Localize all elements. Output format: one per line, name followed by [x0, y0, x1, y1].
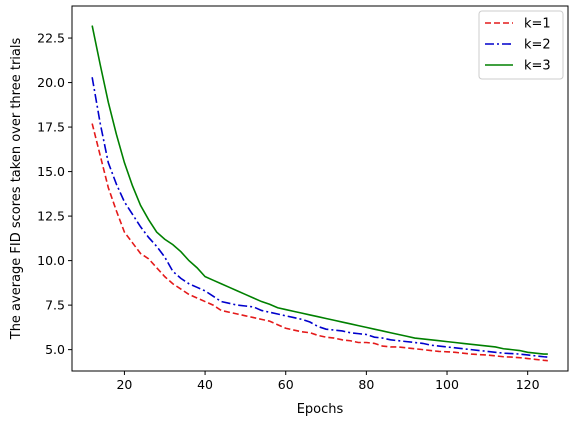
y-tick-label: 5.0: [45, 342, 65, 357]
y-tick-label: 7.5: [45, 298, 65, 313]
legend-label: k=3: [524, 59, 551, 74]
y-tick-label: 22.5: [37, 31, 65, 46]
series-line-k-2: [91, 77, 548, 358]
series-line-k-1: [91, 123, 548, 362]
legend-box: [478, 10, 564, 80]
legend: k=1 k=2 k=3: [478, 10, 564, 80]
legend-label: k=1: [524, 17, 551, 32]
y-tick-label: 20.0: [37, 75, 65, 90]
x-tick-label: 80: [358, 377, 374, 392]
legend-label: k=2: [524, 38, 551, 53]
x-tick-label: 60: [278, 377, 294, 392]
y-tick-label: 17.5: [37, 120, 65, 135]
plot-frame: [71, 5, 569, 372]
y-axis-label: The average FID scores taken over three …: [9, 38, 24, 341]
x-tick-label: 100: [435, 377, 459, 392]
x-axis: 20 40 60 80 100 120: [116, 371, 540, 392]
series-line-k-3: [91, 25, 548, 355]
series-layer: [91, 25, 548, 362]
x-tick-label: 20: [116, 377, 132, 392]
y-tick-label: 12.5: [37, 209, 65, 224]
y-axis: 5.0 7.5 10.0 12.5 15.0 17.5 20.0 22.5: [37, 31, 72, 357]
y-tick-label: 10.0: [37, 253, 65, 268]
x-tick-label: 120: [516, 377, 540, 392]
x-tick-label: 40: [197, 377, 213, 392]
x-axis-label: Epochs: [297, 402, 344, 417]
y-tick-label: 15.0: [37, 164, 65, 179]
